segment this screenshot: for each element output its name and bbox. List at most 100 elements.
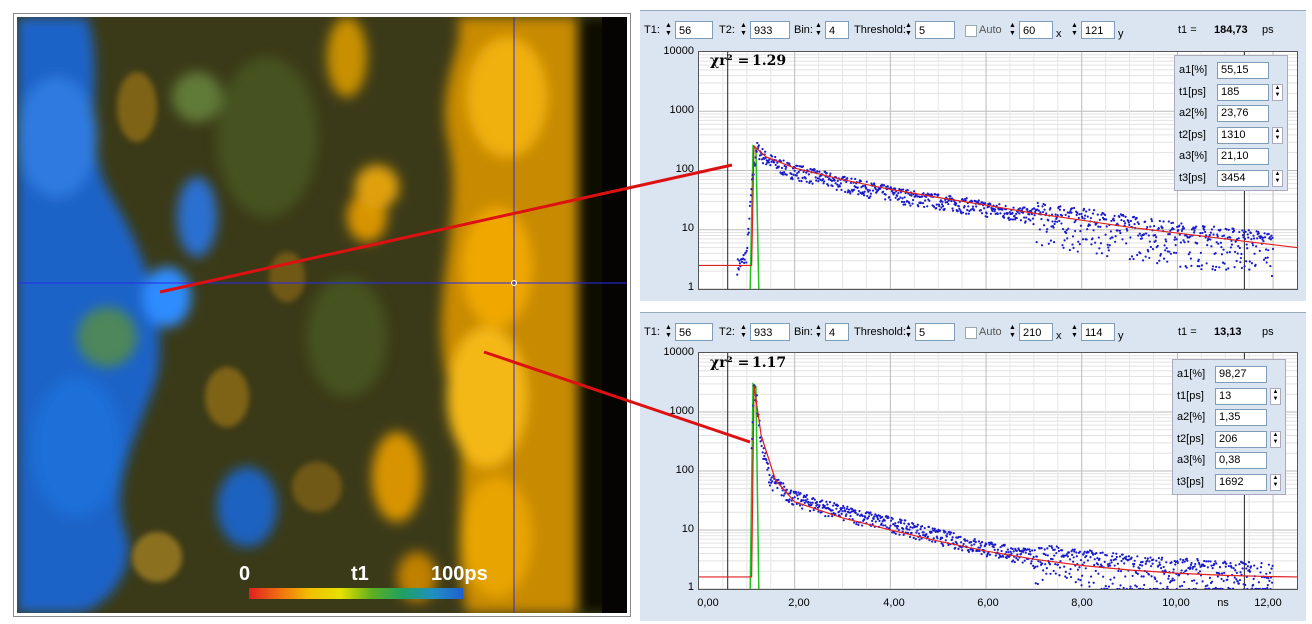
param-label: t1[ps] — [1177, 389, 1204, 402]
param-label: t1[ps] — [1179, 85, 1206, 98]
data-point — [1158, 561, 1161, 564]
threshold-spinner[interactable]: ▲ ▼ — [905, 324, 912, 339]
data-point — [1234, 569, 1237, 572]
data-point — [956, 209, 959, 213]
data-point — [922, 531, 925, 534]
y-field[interactable]: 121 — [1081, 21, 1115, 39]
param-field[interactable]: 98,27 — [1215, 366, 1267, 383]
t2-spinner[interactable]: ▲ ▼ — [740, 324, 747, 339]
threshold-spinner[interactable]: ▲ ▼ — [905, 22, 912, 37]
data-point — [1239, 571, 1242, 574]
t2-field[interactable]: 933 — [750, 323, 790, 341]
data-point — [893, 191, 896, 194]
data-point — [1147, 234, 1150, 237]
data-point — [1199, 232, 1202, 235]
data-point — [1238, 230, 1241, 234]
data-point — [931, 527, 934, 530]
colorbar-mid-label: t1 — [351, 563, 369, 585]
param-field[interactable]: 21,10 — [1217, 148, 1269, 165]
y-field[interactable]: 114 — [1081, 323, 1115, 341]
data-point — [957, 547, 960, 550]
data-point — [939, 199, 943, 202]
param-row: t1[ps] 13 ▲ ▼ — [1173, 386, 1283, 408]
data-point — [1267, 563, 1271, 566]
param-spinner[interactable]: ▲ ▼ — [1270, 387, 1281, 405]
data-point — [1023, 559, 1026, 562]
y-spinner[interactable]: ▲ ▼ — [1071, 22, 1078, 37]
data-point — [767, 161, 770, 164]
y-tick-label: 100 — [675, 464, 694, 476]
param-spinner[interactable]: ▲ ▼ — [1270, 430, 1281, 448]
param-field[interactable]: 3454 — [1217, 169, 1269, 187]
t2-field[interactable]: 933 — [750, 21, 790, 39]
data-point — [774, 163, 777, 167]
param-field[interactable]: 1692 — [1215, 473, 1267, 491]
t2-spinner[interactable]: ▲ ▼ — [740, 22, 747, 37]
bin-field[interactable]: 4 — [825, 323, 849, 341]
data-point — [1264, 256, 1267, 260]
data-point — [899, 196, 902, 199]
param-spinner[interactable]: ▲ ▼ — [1270, 473, 1281, 491]
param-field[interactable]: 185 — [1217, 83, 1269, 101]
flim-image[interactable]: 0 t1 100ps — [14, 14, 630, 616]
param-field[interactable]: 13 — [1215, 387, 1267, 405]
data-point — [883, 519, 886, 522]
data-point — [967, 205, 970, 208]
data-point — [1270, 234, 1273, 237]
data-point — [1144, 556, 1147, 560]
data-point — [762, 447, 765, 450]
data-point — [1164, 249, 1167, 252]
t1-spinner[interactable]: ▲ ▼ — [665, 324, 672, 339]
data-point — [785, 173, 788, 176]
data-point — [906, 199, 909, 203]
param-field[interactable]: 206 — [1215, 430, 1267, 448]
data-point — [902, 533, 905, 536]
data-point — [1168, 250, 1171, 253]
bin-spinner[interactable]: ▲ ▼ — [815, 324, 822, 339]
param-field[interactable]: 23,76 — [1217, 105, 1269, 122]
param-field[interactable]: 55,15 — [1217, 62, 1269, 79]
data-point — [1066, 237, 1069, 240]
tau-unit: ps — [1262, 326, 1274, 338]
data-point — [868, 189, 871, 192]
data-point — [814, 176, 817, 179]
t1-field[interactable]: 56 — [675, 323, 713, 341]
auto-checkbox[interactable] — [965, 327, 977, 339]
data-point — [1056, 220, 1059, 223]
data-point — [869, 195, 872, 198]
threshold-field[interactable]: 5 — [915, 323, 955, 341]
y-spinner[interactable]: ▲ ▼ — [1071, 324, 1078, 339]
auto-checkbox[interactable] — [965, 25, 977, 37]
threshold-label: Threshold: — [854, 326, 906, 338]
data-point — [1031, 549, 1034, 552]
x-field[interactable]: 60 — [1019, 21, 1053, 39]
data-point — [1144, 220, 1147, 223]
param-field[interactable]: 1310 — [1217, 126, 1269, 144]
data-point — [1178, 585, 1182, 588]
bin-field[interactable]: 4 — [825, 21, 849, 39]
data-point — [1190, 264, 1193, 268]
data-point — [1135, 216, 1138, 220]
x-spinner[interactable]: ▲ ▼ — [1009, 22, 1016, 37]
data-point — [1130, 587, 1134, 589]
bin-spinner[interactable]: ▲ ▼ — [815, 22, 822, 37]
t1-spinner[interactable]: ▲ ▼ — [665, 22, 672, 37]
param-spinner[interactable]: ▲ ▼ — [1272, 169, 1283, 187]
x-spinner[interactable]: ▲ ▼ — [1009, 324, 1016, 339]
data-point — [915, 531, 918, 534]
param-field[interactable]: 1,35 — [1215, 409, 1267, 426]
data-point — [1267, 249, 1270, 252]
param-field[interactable]: 0,38 — [1215, 452, 1267, 469]
data-point — [1210, 228, 1214, 231]
data-point — [843, 506, 846, 509]
param-spinner[interactable]: ▲ ▼ — [1272, 126, 1283, 144]
data-point — [1179, 265, 1182, 268]
param-spinner[interactable]: ▲ ▼ — [1272, 83, 1283, 101]
data-point — [894, 187, 897, 190]
data-point — [947, 202, 950, 206]
data-point — [761, 162, 765, 165]
t1-field[interactable]: 56 — [675, 21, 713, 39]
data-point — [941, 536, 944, 539]
x-field[interactable]: 210 — [1019, 323, 1053, 341]
threshold-field[interactable]: 5 — [915, 21, 955, 39]
